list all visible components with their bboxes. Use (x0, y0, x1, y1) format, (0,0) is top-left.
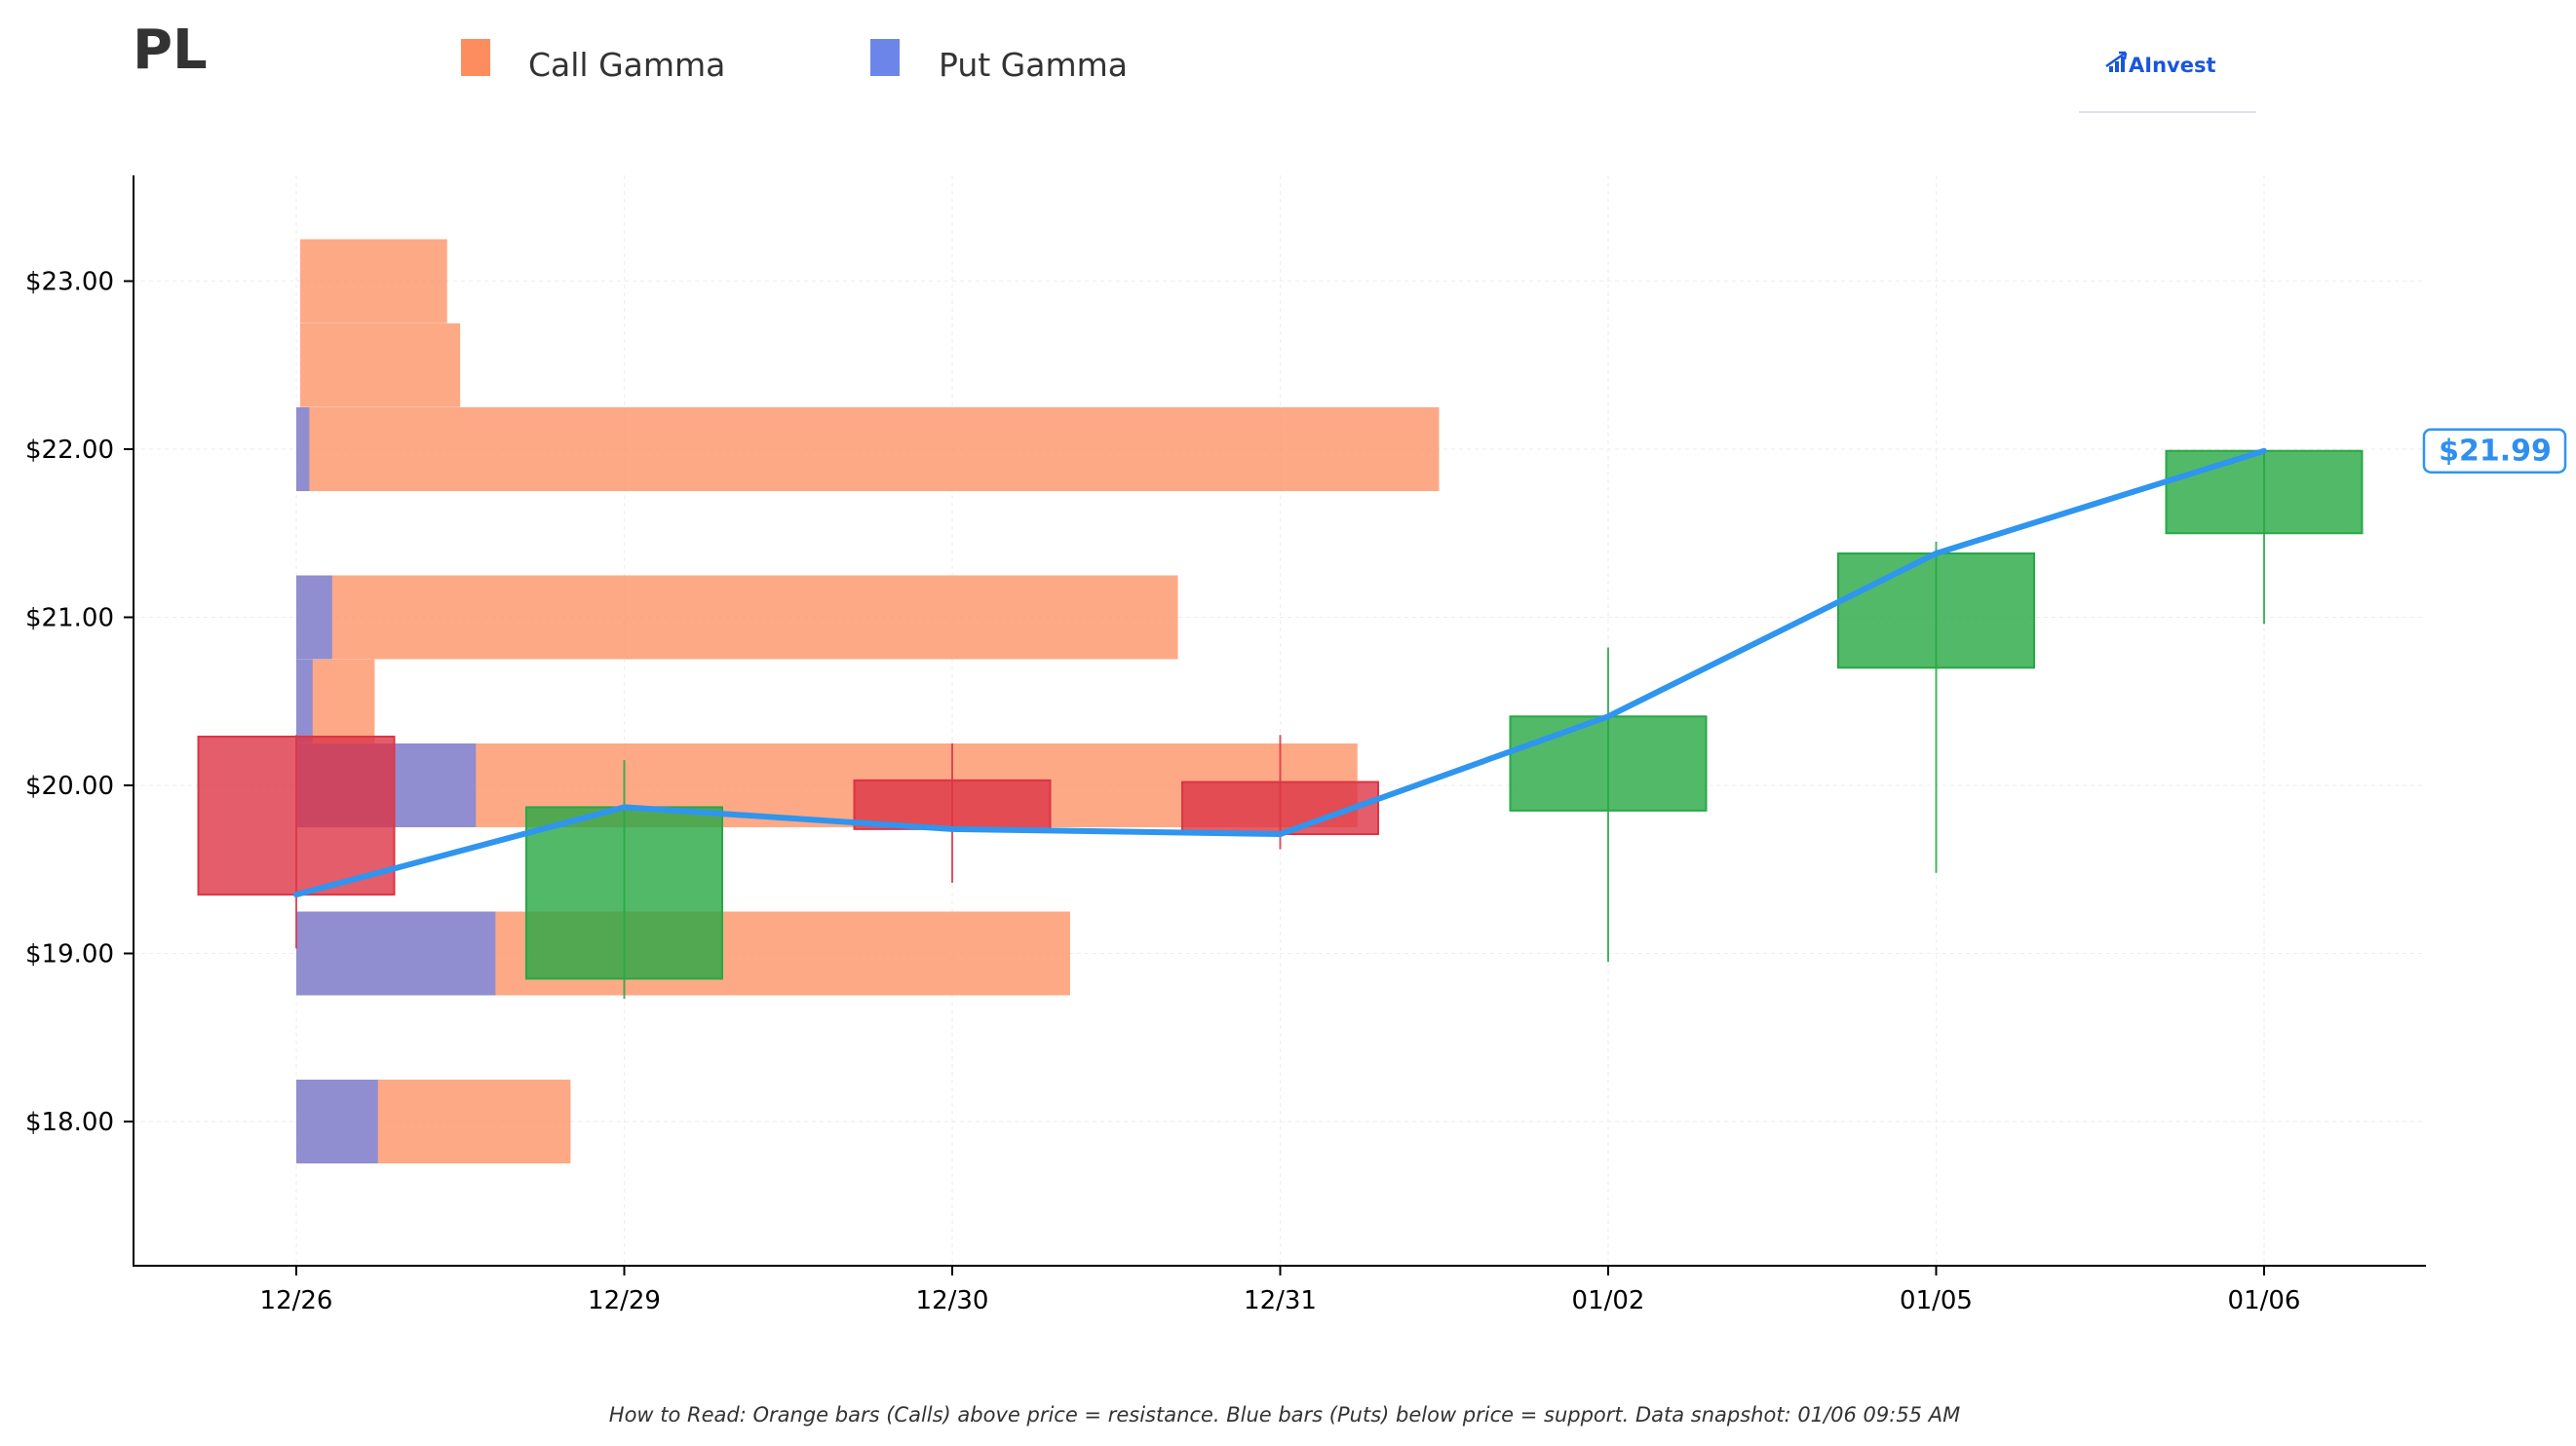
last-price-box (2422, 428, 2567, 474)
footnote: How to Read: Orange bars (Calls) above p… (609, 1403, 1960, 1427)
y-tick-label: $18.00 (25, 1108, 114, 1137)
y-ticks: $18.00 $19.00 $20.00 $21.00 $22.00 $23.00 (25, 268, 134, 1137)
candle-body (1509, 715, 1708, 812)
call-gamma-bar (300, 323, 461, 407)
put-gamma-bar (296, 575, 332, 660)
candles (197, 449, 2364, 1000)
y-tick-label: $21.00 (25, 604, 114, 633)
bar-chart-arrow-icon (2105, 51, 2128, 72)
call-gamma-legend-label: Call Gamma (528, 46, 725, 84)
y-tick-label: $23.00 (25, 268, 114, 297)
candle-body (1837, 552, 2035, 669)
y-tick-label: $19.00 (25, 940, 114, 970)
candle-body (525, 806, 723, 980)
put-gamma-bar (296, 911, 496, 996)
gamma-bars (296, 239, 1440, 1163)
x-tick-label: 01/02 (1572, 1286, 1645, 1315)
x-tick-label: 12/29 (588, 1286, 661, 1315)
call-gamma-bar (300, 239, 447, 323)
last-price-badge: $21.99 (2422, 428, 2567, 474)
ticker-title: PL (133, 19, 208, 82)
brand-logo: AInvest (2079, 51, 2256, 113)
price-line-path (293, 447, 2267, 898)
x-tick-label: 12/31 (1244, 1286, 1317, 1315)
x-tick-label: 12/26 (260, 1286, 333, 1315)
put-gamma-bar (296, 407, 310, 491)
candle-body (853, 779, 1052, 830)
call-gamma-bar (296, 575, 1178, 660)
call-gamma-bar (296, 407, 1440, 491)
price-line (293, 447, 2267, 898)
x-tick-label: 01/06 (2228, 1286, 2301, 1315)
last-price-label: $21.99 (2439, 435, 2552, 469)
put-gamma-legend-label: Put Gamma (939, 46, 1128, 84)
x-ticks: 12/26 12/29 12/30 12/31 01/02 01/05 01/06 (260, 1266, 2301, 1315)
legend: Call Gamma Put Gamma (461, 39, 1128, 84)
candle-body (197, 735, 396, 896)
put-gamma-legend-swatch (870, 39, 900, 76)
x-tick-label: 01/05 (1900, 1286, 1973, 1315)
call-gamma-legend-swatch (461, 39, 490, 76)
y-tick-label: $22.00 (25, 436, 114, 465)
put-gamma-bar (296, 1080, 378, 1163)
candle-body (2165, 449, 2364, 535)
put-gamma-bar (296, 659, 313, 743)
brand-name: AInvest (2129, 54, 2216, 77)
y-tick-label: $20.00 (25, 772, 114, 801)
x-tick-label: 12/30 (916, 1286, 989, 1315)
